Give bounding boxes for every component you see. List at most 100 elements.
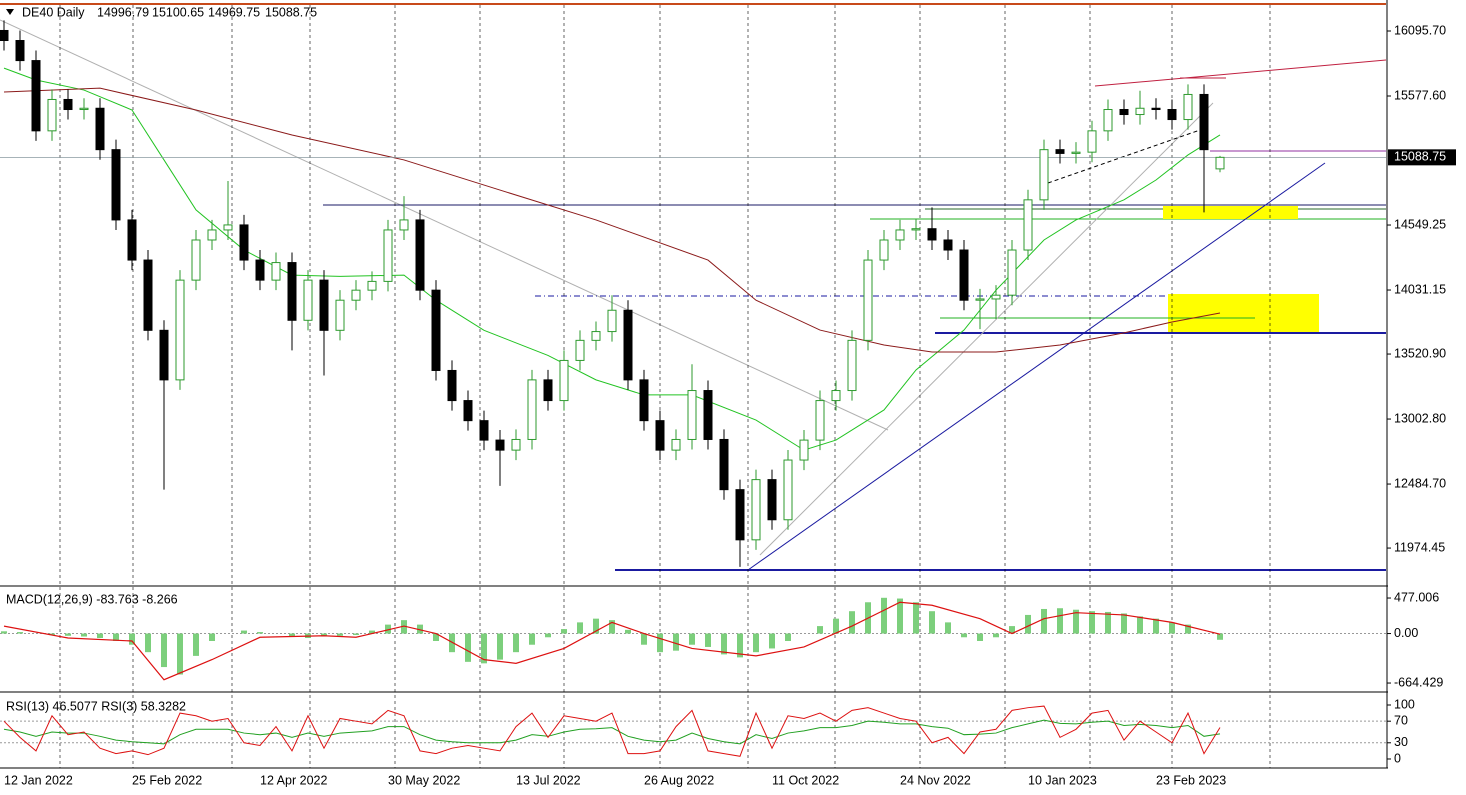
y-tick-label: 13002.80 <box>1394 411 1446 425</box>
y-tick-label: 12484.70 <box>1394 476 1446 490</box>
candle-body <box>559 359 569 402</box>
histogram-bar <box>193 633 199 656</box>
histogram-bar <box>97 633 103 639</box>
candle-body <box>1023 199 1033 251</box>
indicator-line <box>3 87 1221 353</box>
candle-body <box>367 280 377 291</box>
histogram-bar <box>657 633 663 653</box>
histogram-bar <box>113 633 119 641</box>
y-tick-label: 15577.60 <box>1394 88 1446 102</box>
y-tick-label: 14031.15 <box>1394 282 1446 296</box>
histogram-bar <box>1073 609 1079 634</box>
histogram-bar <box>977 633 983 641</box>
candle-body <box>1199 93 1209 151</box>
y-tick-label: 16095.70 <box>1394 23 1446 37</box>
menu-arrow[interactable] <box>6 9 14 15</box>
histogram-bar <box>337 633 343 636</box>
candle-body <box>1215 156 1225 170</box>
histogram-bar <box>673 633 679 651</box>
y-tick-label: -664.429 <box>1394 675 1443 689</box>
histogram-bar <box>145 633 151 653</box>
candle-body <box>47 98 57 132</box>
candle-body <box>703 390 713 440</box>
candle-body <box>815 400 825 441</box>
candle-body <box>607 309 617 333</box>
candle-body <box>543 379 553 402</box>
y-tick-label: 100 <box>1394 697 1415 711</box>
candle-body <box>1167 109 1177 121</box>
x-tick-label: 25 Feb 2022 <box>132 773 202 787</box>
histogram-bar <box>1137 616 1143 634</box>
candle-body <box>159 329 169 381</box>
trend-line <box>1047 129 1201 184</box>
y-tick-label: 30 <box>1394 735 1408 749</box>
histogram-bar <box>817 626 823 634</box>
histogram-bar <box>561 629 567 634</box>
trend-line <box>759 102 1214 556</box>
histogram-bar <box>609 620 615 634</box>
histogram-bar <box>289 633 295 637</box>
candle-body <box>959 249 969 301</box>
histogram-bar <box>1009 626 1015 634</box>
y-tick-label: 477.006 <box>1394 590 1439 604</box>
candle-body <box>687 390 697 440</box>
y-tick-label: 0 <box>1394 751 1401 765</box>
histogram-bar <box>257 632 263 634</box>
candle-body <box>175 279 185 381</box>
trend-line <box>747 162 1326 571</box>
candle-body <box>1135 107 1145 116</box>
x-tick-label: 10 Jan 2023 <box>1028 773 1097 787</box>
histogram-bar <box>49 633 55 636</box>
candle-body <box>575 339 585 361</box>
x-tick-label: 11 Oct 2022 <box>772 773 839 787</box>
histogram-bar <box>401 620 407 634</box>
candle-body <box>191 239 201 281</box>
candle-body <box>527 379 537 440</box>
candle-body <box>1151 107 1161 111</box>
histogram-bar <box>369 630 375 634</box>
x-tick-label: 13 Jul 2022 <box>516 773 581 787</box>
candle-body <box>671 438 681 451</box>
candle-body <box>847 339 857 392</box>
trend-line <box>1094 59 1387 87</box>
candle-body <box>639 379 649 422</box>
candle-body <box>1183 93 1193 121</box>
candle-body <box>111 149 121 221</box>
candle-body <box>831 390 841 402</box>
candle-body <box>63 98 73 111</box>
histogram-bar <box>593 618 599 634</box>
candle-body <box>735 489 745 541</box>
zone <box>1168 294 1319 332</box>
histogram-bar <box>241 630 247 634</box>
histogram-bar <box>785 633 791 641</box>
histogram-bar <box>65 633 71 636</box>
candle-body <box>767 479 777 521</box>
candle-body <box>287 262 297 321</box>
histogram-bar <box>897 598 903 634</box>
histogram-bar <box>625 629 631 634</box>
candle-body <box>1103 109 1113 132</box>
chart-title: DE40 Daily <box>22 5 85 19</box>
ohlc-value: 14969.75 <box>208 5 260 19</box>
candle-body <box>991 294 1001 300</box>
histogram-bar <box>177 633 183 675</box>
candle-body <box>239 224 249 261</box>
histogram-bar <box>1041 608 1047 634</box>
histogram-bar <box>849 611 855 634</box>
candle-body <box>495 439 505 451</box>
indicator-line <box>3 719 1221 745</box>
y-tick-label: 0.00 <box>1394 626 1418 640</box>
histogram-bar <box>1121 613 1127 634</box>
rsi-label: RSI(13) 46.5077 RSI(3) 58.3282 <box>6 699 186 713</box>
candle-body <box>127 219 137 261</box>
histogram-bar <box>1057 608 1063 634</box>
indicator-line <box>3 601 1221 681</box>
candle-body <box>943 239 953 251</box>
histogram-bar <box>1185 624 1191 634</box>
histogram-bar <box>993 633 999 638</box>
x-tick-label: 12 Apr 2022 <box>260 773 327 787</box>
candle-body <box>207 229 217 241</box>
histogram-bar <box>1 631 7 634</box>
